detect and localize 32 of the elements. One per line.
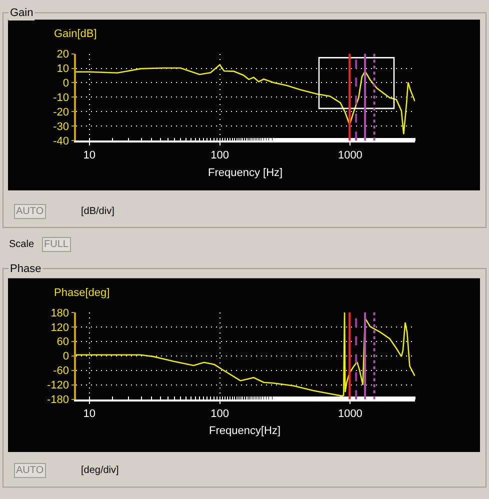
y-tick-label: -180: [47, 394, 70, 406]
y-tick-label: 20: [56, 48, 70, 61]
y-tick-label: -30: [53, 121, 70, 134]
y-tick-label: 10: [56, 63, 70, 76]
x-tick-label: 10: [83, 150, 96, 162]
y-axis-title: Gain[dB]: [54, 28, 97, 40]
x-tick-label: 1000: [338, 408, 362, 420]
y-tick-label: -10: [53, 92, 70, 104]
y-tick-label: 0: [62, 350, 70, 363]
x-tick-label: 100: [210, 150, 229, 162]
text: AUTO: [16, 465, 44, 476]
y-tick-label: -120: [47, 380, 70, 392]
y-axis-title: Phase[deg]: [54, 287, 110, 299]
y-tick-label: 180: [50, 307, 70, 320]
chart-title: Gain: [10, 7, 34, 19]
x-axis-title: Frequency[Hz]: [209, 425, 281, 437]
y-tick-label: 60: [56, 336, 70, 348]
text: FULL: [44, 239, 69, 250]
x-tick-label: 100: [210, 408, 229, 420]
y-tick-label: -20: [53, 106, 70, 119]
text: [dB/div]: [81, 206, 115, 217]
y-tick-label: -60: [53, 365, 70, 378]
y-tick-label: -40: [53, 136, 70, 148]
x-tick-label: 1000: [338, 150, 362, 162]
x-axis-title: Frequency [Hz]: [208, 167, 283, 179]
text: [deg/div]: [81, 465, 120, 476]
y-tick-label: 120: [50, 322, 70, 334]
x-tick-label: 10: [83, 408, 96, 420]
text: AUTO: [16, 206, 44, 217]
text: Scale: [9, 239, 34, 250]
y-tick-label: 0: [62, 78, 70, 90]
chart-title: Phase: [10, 263, 42, 275]
